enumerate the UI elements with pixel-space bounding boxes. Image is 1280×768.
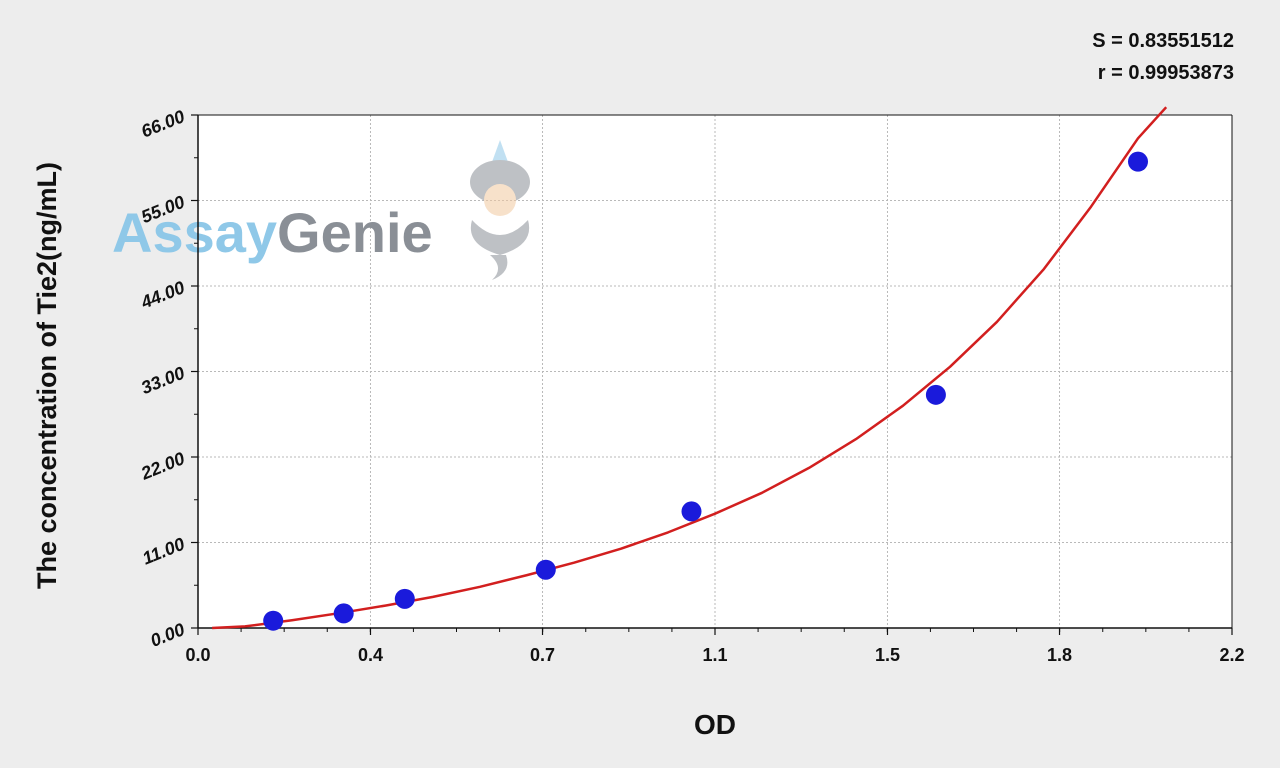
x-tick-label: 0.0 [185,645,210,665]
x-tick-label: 2.2 [1219,645,1244,665]
fit-curve-line [212,106,1168,630]
data-point [1128,151,1148,172]
s-value-label: S = 0.83551512 [1092,30,1234,52]
y-tick-label: 22.00 [137,448,187,484]
x-tick-label: 1.1 [702,645,727,665]
genie-tail [490,255,508,280]
genie-face [484,184,516,216]
watermark: AssayGenie [112,140,530,280]
data-points [263,151,1148,631]
y-tick-label: 33.00 [138,363,187,398]
genie-hat-tip [492,140,508,162]
x-tick-label: 0.7 [530,645,555,665]
watermark-text: AssayGenie [112,201,433,264]
x-tick-label: 1.5 [875,645,900,665]
data-point [535,559,556,580]
fit-curve [212,106,1168,630]
data-point [925,384,946,405]
watermark-genie: Genie [277,201,433,264]
watermark-assay: Assay [112,201,277,264]
genie-arms [470,220,530,255]
data-point [333,603,354,624]
r-value-label: r = 0.99953873 [1097,62,1234,84]
genie-mascot-icon [470,140,530,280]
y-tick-label: 11.00 [139,534,187,569]
data-point [394,588,415,609]
data-point [681,501,702,522]
genie-turban [470,160,530,204]
x-axis-title: OD [694,709,736,740]
y-tick-label: 0.00 [148,619,188,651]
y-tick-label: 44.00 [137,277,187,313]
x-tick-label: 1.8 [1047,645,1072,665]
data-point [263,610,284,631]
y-axis-title: The concentration of Tie2(ng/mL) [32,162,62,589]
y-tick-label: 66.00 [138,106,187,141]
x-tick-label: 0.4 [358,645,383,665]
grid [198,115,1232,628]
